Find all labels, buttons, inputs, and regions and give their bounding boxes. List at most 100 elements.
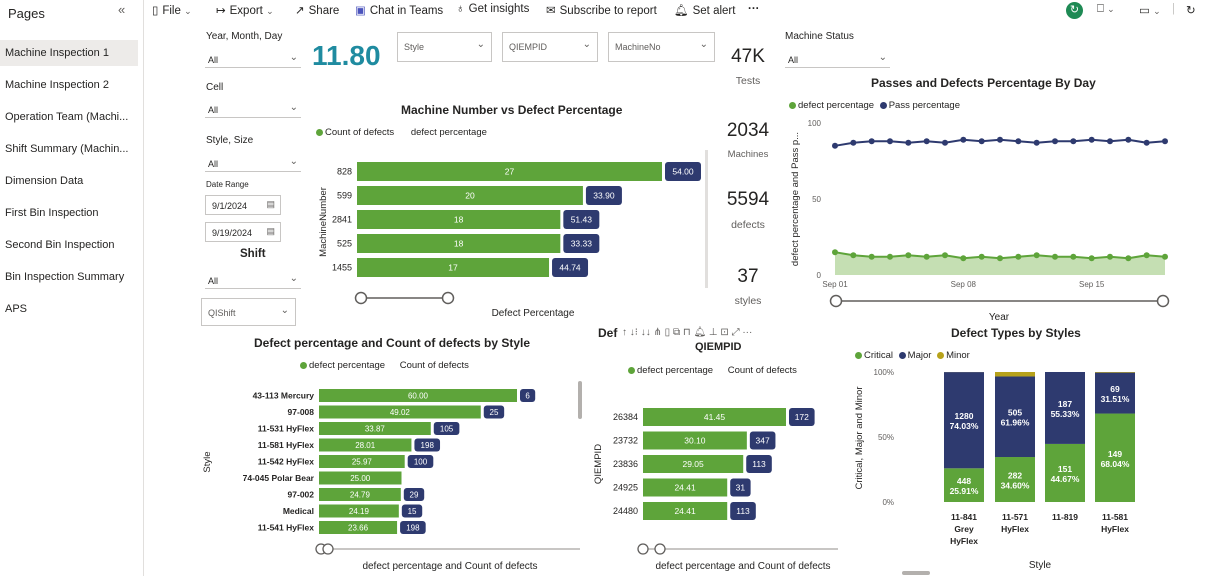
count-data-label: 198 <box>421 441 435 450</box>
defect-percentage-point <box>1033 252 1040 259</box>
defect-percentage-point <box>960 255 967 262</box>
sidebar-page-item[interactable]: Bin Inspection Summary <box>5 271 125 283</box>
calendar-icon[interactable]: ▤ <box>266 199 275 209</box>
count-data-label: 105 <box>440 425 454 434</box>
legend-swatch <box>898 351 906 359</box>
types-chart-title: Defect Types by Styles <box>951 326 1081 340</box>
shift-slicer-label: Shift <box>240 248 266 260</box>
style-size-slicer-label: Style, Size <box>206 135 254 146</box>
style-chart-title: Defect percentage and Count of defects b… <box>254 336 531 350</box>
defect-percentage-point <box>1052 253 1058 260</box>
visual-header-icons[interactable]: ↑ ↓⁝ ↓↓ ⋔ ▯ ⧉ ⊓ 🔔︎ ⊥ ⊡ ⤢ ··· <box>622 327 753 338</box>
calendar-icon[interactable]: ▤ <box>266 226 275 236</box>
collapse-sidebar-icon[interactable]: « <box>118 2 126 17</box>
qiempid-chart[interactable]: 26384 41.45 172 23732 30.10 347 23836 29.05 113 2… <box>588 378 850 576</box>
category-tick-label: 11-542 HyFlex <box>258 457 315 467</box>
bar <box>357 162 662 181</box>
refresh-status-icon[interactable]: ↻ <box>1066 2 1083 19</box>
legend-label: Critical <box>864 350 894 361</box>
share-button[interactable]: ↗ Share <box>295 3 339 17</box>
count-badge <box>563 210 600 229</box>
file-menu[interactable]: ▯ File ⌄ <box>152 3 192 17</box>
x-axis-title: defect percentage and Count of defects <box>362 561 537 572</box>
bar-data-label: 33.87 <box>365 425 386 434</box>
bookmark-icon[interactable]: ⎕ ⌄ <box>1097 3 1115 15</box>
qishift-slicer-dropdown[interactable]: QIShift ⌄ <box>201 298 296 326</box>
machine-no-slicer-dropdown[interactable]: MachineNo ⌄ <box>608 32 715 62</box>
bell-icon: 🔔︎ <box>674 5 689 17</box>
bar-data-label: 18 <box>454 215 464 225</box>
critical-pct-label: 44.67% <box>1051 474 1080 484</box>
y-tick-label: 50 <box>812 195 821 204</box>
get-insights-button[interactable]: ♁ Get insights <box>456 3 529 15</box>
critical-count-label: 448 <box>957 476 971 486</box>
chat-in-teams-button[interactable]: ▣ Chat in Teams <box>355 3 443 17</box>
qiempid-slicer-dropdown[interactable]: QIEMPID ⌄ <box>502 32 598 62</box>
machine-status-dropdown[interactable]: All ⌄ <box>785 50 890 68</box>
count-data-label: 44.74 <box>559 263 581 273</box>
style-slicer-dropdown[interactable]: Style ⌄ <box>397 32 492 62</box>
major-count-label: 1280 <box>955 411 974 421</box>
bar-data-label: 29.05 <box>682 459 704 469</box>
insights-label: Get insights <box>468 3 530 15</box>
sidebar-page-item[interactable]: Machine Inspection 1 <box>0 40 138 66</box>
defect-percentage-point <box>997 255 1003 262</box>
types-chart[interactable]: 0% 50% 100% Critical, Major and Minor 44825.… <box>850 362 1190 576</box>
end-date-input[interactable]: 9/19/2024 ▤ <box>205 222 281 242</box>
style-size-slicer-dropdown[interactable]: All ⌄ <box>205 154 301 172</box>
style-chart[interactable]: 43-113 Mercury 60.00 6 97-008 49.02 25 11-531 … <box>195 378 590 576</box>
legend-swatch <box>855 351 862 359</box>
chevron-down-icon: ⌄ <box>289 52 298 63</box>
count-data-label: 33.33 <box>571 239 593 249</box>
category-tick-label: 23836 <box>613 459 638 469</box>
start-date-input[interactable]: 9/1/2024 ▤ <box>205 195 281 215</box>
minor-bar <box>995 372 1035 377</box>
count-badge <box>403 488 425 501</box>
x-tick-label: Sep 15 <box>1079 280 1105 289</box>
cell-slicer-dropdown[interactable]: All ⌄ <box>205 100 301 118</box>
style-size-slicer-value: All <box>208 159 219 169</box>
bar-data-label: 24.41 <box>674 506 696 516</box>
sidebar-page-item[interactable]: Shift Summary (Machin... <box>5 143 129 155</box>
defects-kpi-label: defects <box>731 219 765 231</box>
bar <box>319 488 401 501</box>
category-tick-label: 24925 <box>613 483 638 493</box>
legend-label: defect percentage <box>309 360 386 371</box>
ymd-slicer-dropdown[interactable]: All ⌄ <box>205 50 301 68</box>
shift-slicer-dropdown[interactable]: All ⌄ <box>205 271 301 289</box>
qishift-placeholder: QIShift <box>208 308 236 318</box>
pass-percentage-point <box>832 142 838 149</box>
bar <box>319 405 481 419</box>
teams-icon: ▣ <box>355 5 366 17</box>
count-badge <box>789 408 815 426</box>
reload-icon[interactable]: ↻ <box>1186 5 1196 17</box>
sidebar-page-item[interactable]: Machine Inspection 2 <box>5 79 109 91</box>
subscribe-button[interactable]: ✉ Subscribe to report <box>546 3 657 17</box>
set-alert-button[interactable]: 🔔︎ Set alert <box>674 3 735 17</box>
x-axis-title: Year <box>989 312 1010 323</box>
sidebar-page-item[interactable]: Operation Team (Machi... <box>5 111 129 123</box>
bar-data-label: 18 <box>454 239 464 249</box>
category-tick-label: 828 <box>337 167 352 177</box>
types-chart-legend: Critical Major Minor <box>855 350 970 361</box>
bar <box>643 431 747 450</box>
defect-percentage-point <box>905 252 912 259</box>
chevron-down-icon: ⌄ <box>582 39 591 50</box>
sidebar-page-item[interactable]: First Bin Inspection <box>5 207 99 219</box>
critical-bar <box>944 468 984 502</box>
more-options-button[interactable]: ··· <box>748 3 760 15</box>
pass-percentage-point <box>1052 138 1058 145</box>
view-icon[interactable]: ▭ ⌄ <box>1139 5 1161 17</box>
sidebar-page-item[interactable]: Second Bin Inspection <box>5 239 115 251</box>
bar-data-label: 24.41 <box>674 483 696 493</box>
critical-pct-label: 25.91% <box>950 486 979 496</box>
legend-label: Count of defects <box>399 360 469 371</box>
machine-chart[interactable]: 828 27 54.00 599 20 33.90 2841 18 51.43 525 18 33.3… <box>305 140 715 320</box>
sidebar-page-item[interactable]: Dimension Data <box>5 175 84 187</box>
sidebar-page-item[interactable]: APS <box>5 303 28 315</box>
export-menu[interactable]: ↦ Export ⌄ <box>216 3 274 17</box>
y-tick-label: 100% <box>874 368 894 377</box>
passes-chart[interactable]: 0 50 100 defect percentage and Pass p... Sep… <box>785 110 1180 325</box>
legend-label: defect percentage <box>798 100 875 111</box>
count-data-label: 172 <box>795 412 809 422</box>
